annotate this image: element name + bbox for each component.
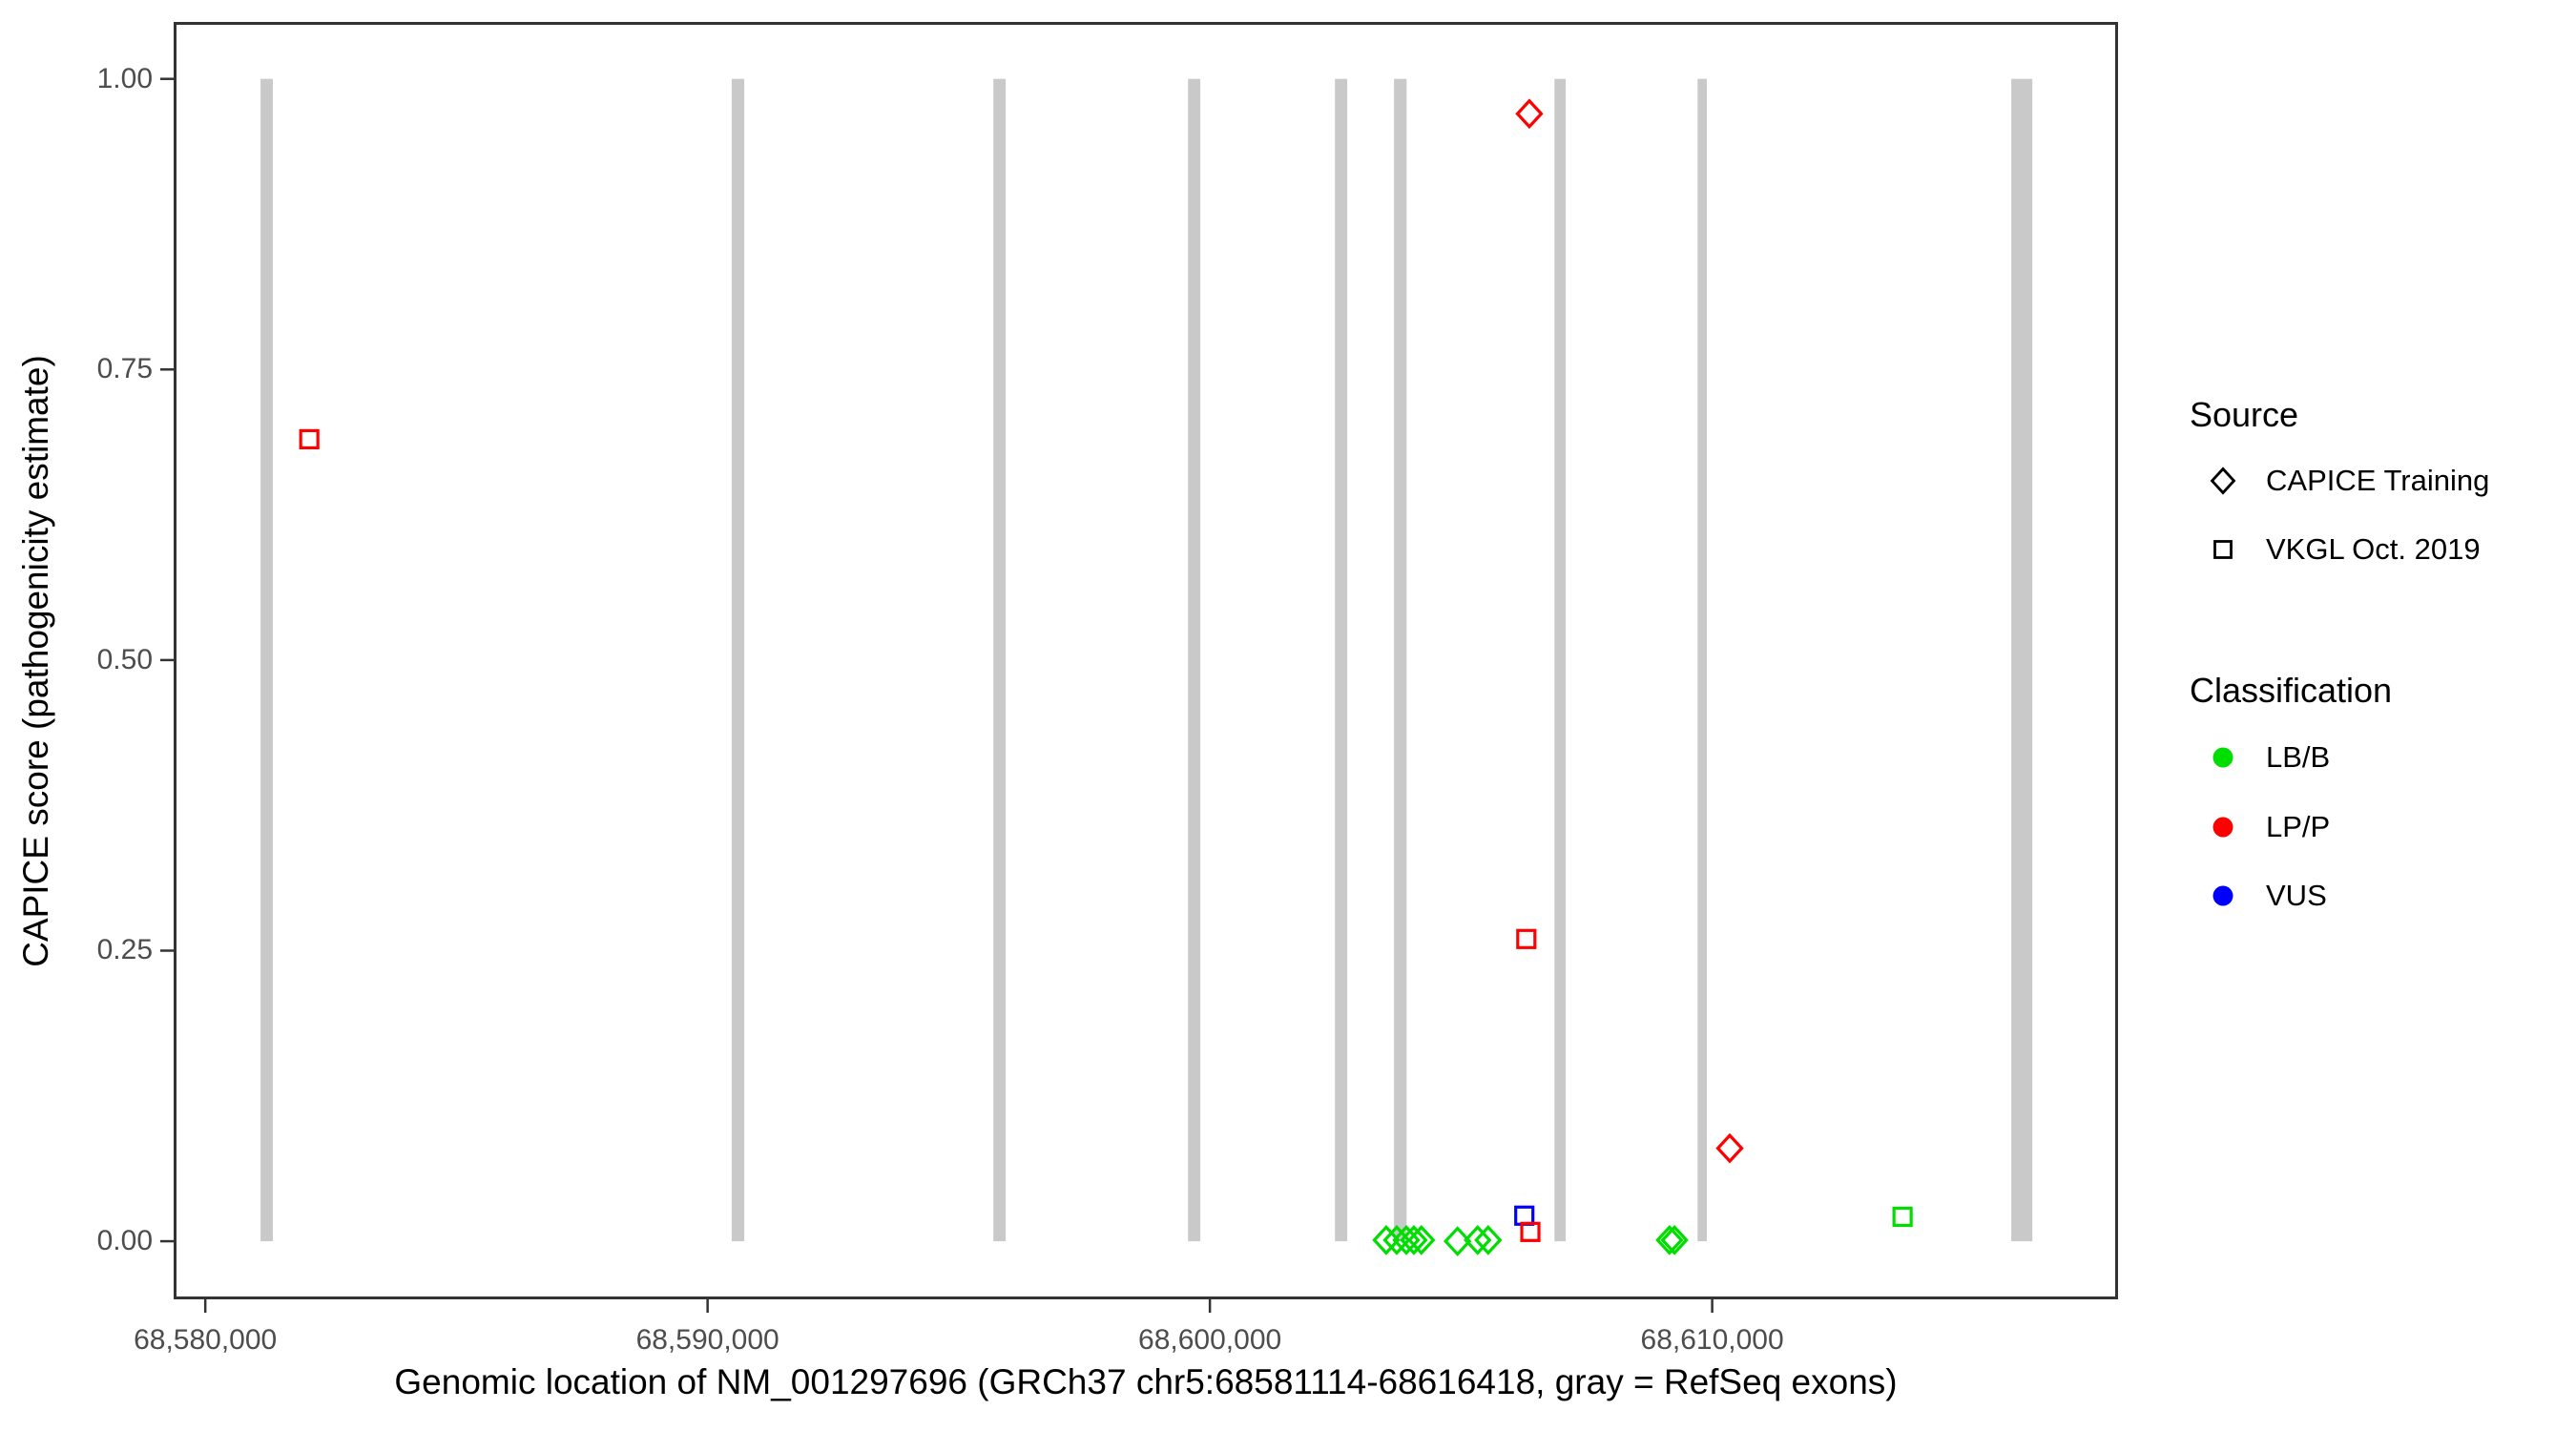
data-point-square bbox=[1514, 1205, 1535, 1226]
y-tick-label: 0.50 bbox=[96, 643, 153, 675]
legend-item-lbb: LB/B bbox=[2266, 740, 2331, 774]
data-point-diamond bbox=[1655, 1225, 1684, 1255]
refseq-exon-bar bbox=[1394, 78, 1407, 1242]
legend-item-lpp: LP/P bbox=[2266, 810, 2331, 843]
x-tick-label: 68,600,000 bbox=[1138, 1324, 1282, 1356]
y-tick-label: 0.75 bbox=[96, 353, 153, 385]
x-tick-label: 68,580,000 bbox=[134, 1324, 278, 1356]
data-point-diamond bbox=[1372, 1225, 1401, 1255]
y-tick-label: 0.25 bbox=[96, 934, 153, 966]
refseq-exon-bar bbox=[1188, 78, 1201, 1242]
refseq-exon-bar bbox=[260, 78, 273, 1242]
data-point-diamond bbox=[1474, 1225, 1503, 1255]
refseq-exon-bar bbox=[2011, 78, 2033, 1242]
x-tick-label: 68,590,000 bbox=[635, 1324, 779, 1356]
legend-source-title: Source bbox=[2190, 395, 2299, 434]
refseq-exon-bar bbox=[731, 78, 745, 1242]
legend-item-capice-training: CAPICE Training bbox=[2266, 464, 2490, 497]
data-point-diamond bbox=[1407, 1225, 1436, 1255]
legend-item-vus: VUS bbox=[2266, 879, 2327, 912]
data-point-square bbox=[1520, 1221, 1541, 1242]
data-point-diamond bbox=[1515, 98, 1544, 130]
legend-item-vkgl: VKGL Oct. 2019 bbox=[2266, 532, 2481, 566]
vus-color-dot-icon bbox=[2212, 885, 2233, 906]
legend-classification-title: Classification bbox=[2190, 671, 2393, 710]
lbb-color-dot-icon bbox=[2212, 747, 2233, 768]
data-point-diamond bbox=[1400, 1225, 1428, 1255]
data-point-diamond bbox=[1715, 1132, 1744, 1164]
x-axis-title: Genomic location of NM_001297696 (GRCh37… bbox=[394, 1362, 1898, 1401]
refseq-exon-bar bbox=[1335, 78, 1348, 1242]
diamond-legend-icon bbox=[2210, 467, 2236, 495]
refseq-exon-bar bbox=[1554, 78, 1567, 1242]
plot-panel-border bbox=[174, 22, 2118, 1299]
y-axis-title: CAPICE score (pathogenicity estimate) bbox=[16, 355, 55, 967]
y-tick-label: 0.00 bbox=[96, 1225, 153, 1257]
y-tick-label: 1.00 bbox=[96, 62, 153, 94]
lpp-color-dot-icon bbox=[2212, 817, 2233, 838]
refseq-exon-bar bbox=[993, 78, 1007, 1242]
data-point-square bbox=[299, 428, 320, 449]
data-point-diamond bbox=[1464, 1225, 1492, 1255]
data-point-square bbox=[1892, 1206, 1913, 1228]
data-point-square bbox=[1516, 928, 1537, 949]
data-point-diamond bbox=[1443, 1226, 1472, 1256]
x-tick-label: 68,610,000 bbox=[1640, 1324, 1784, 1356]
refseq-exon-bar bbox=[1697, 78, 1707, 1242]
data-point-diamond bbox=[1660, 1225, 1689, 1255]
square-legend-icon bbox=[2213, 540, 2233, 559]
